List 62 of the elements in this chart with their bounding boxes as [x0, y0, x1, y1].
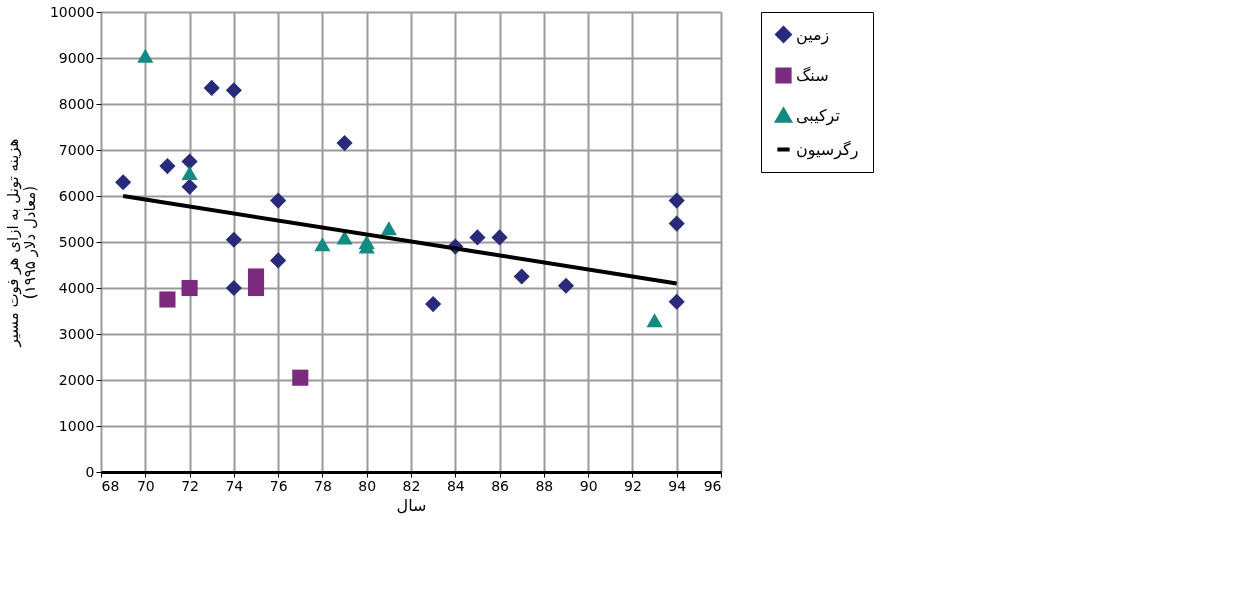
x-tick-label: 82 [402, 477, 421, 494]
x-tick-label: 96 [703, 477, 722, 494]
x-tick-label: 78 [314, 477, 332, 494]
y-tick-label: 6000 [58, 187, 95, 204]
point [137, 48, 154, 63]
point [336, 135, 353, 152]
point [181, 279, 198, 297]
x-tick-label: 68 [101, 477, 120, 494]
point [668, 192, 685, 209]
point [425, 296, 442, 313]
point [469, 229, 486, 246]
point [181, 166, 198, 180]
point [225, 82, 242, 99]
point [115, 174, 132, 191]
x-tick-label: 80 [358, 477, 377, 494]
x-tick-label: 70 [136, 477, 155, 494]
x-tick-label: 74 [225, 477, 244, 494]
x-tick-label: 94 [668, 477, 687, 494]
point [225, 231, 242, 248]
point [668, 293, 685, 310]
y-tick-label: 8000 [58, 95, 95, 112]
point [557, 277, 575, 294]
point [513, 268, 530, 285]
y-tick-label: 10000 [49, 3, 95, 20]
point [181, 153, 198, 170]
x-tick-label: 92 [624, 477, 642, 494]
y-tick-label: 9000 [58, 49, 95, 66]
point [247, 279, 265, 297]
y-tick-label: 0 [85, 463, 95, 480]
x-tick-label: 88 [535, 477, 554, 494]
point [181, 178, 198, 195]
y-tick-label: 5000 [58, 233, 95, 250]
point [159, 291, 176, 308]
point [292, 369, 309, 386]
x-tick-label: 76 [269, 477, 288, 494]
point [270, 192, 287, 209]
y-axis-title: هزینه تونل به ازای هر فوت مسیر (معادل دلار ۱۹۹۵) [3, 138, 39, 348]
x-tick-label: 72 [181, 477, 199, 494]
point [336, 230, 353, 245]
x-tick-label: 86 [491, 477, 510, 494]
point [380, 221, 397, 236]
point [225, 279, 242, 297]
x-axis-title: سال [396, 495, 427, 515]
x-tick-label: 90 [579, 477, 598, 494]
point [314, 237, 331, 252]
point [491, 229, 508, 246]
y-tick-label: 4000 [58, 279, 95, 296]
y-tick-label: 2000 [58, 371, 95, 388]
legend-label: رگرسیون [796, 139, 859, 160]
point [159, 158, 176, 175]
legend-label: سنگ [796, 65, 829, 85]
y-tick-label: 1000 [58, 417, 95, 434]
point [646, 313, 663, 328]
point [270, 252, 287, 269]
legend-label: زمین [796, 24, 830, 45]
y-tick-label: 7000 [58, 141, 95, 158]
point [203, 79, 220, 96]
point [668, 215, 685, 232]
x-tick-label: 84 [446, 477, 465, 494]
point [358, 235, 375, 249]
legend-label: ترکیبی [796, 105, 840, 126]
y-tick-label: 3000 [58, 325, 95, 342]
